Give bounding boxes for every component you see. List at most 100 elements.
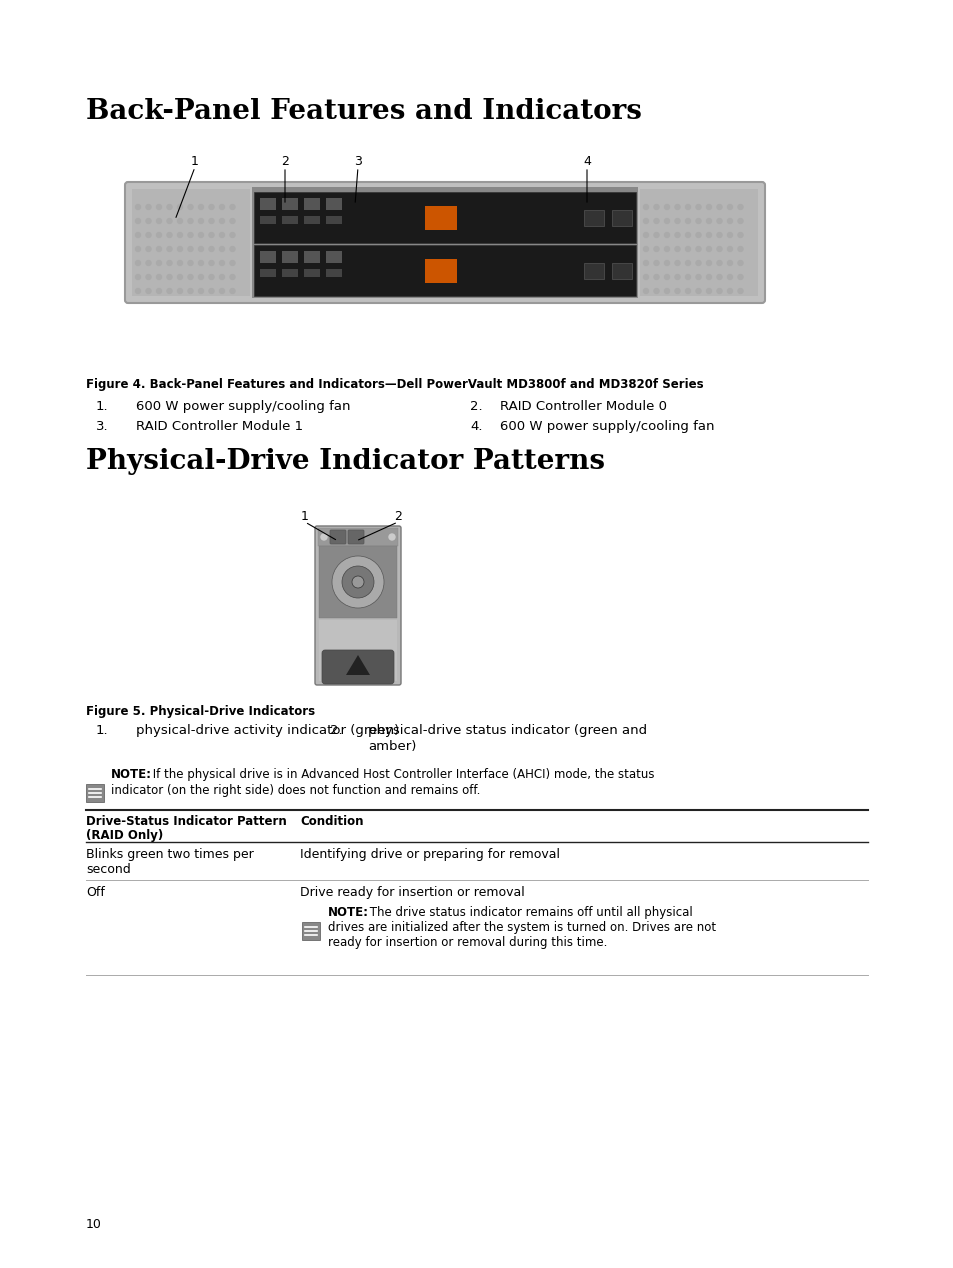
Circle shape	[146, 289, 151, 293]
Circle shape	[664, 246, 669, 251]
Circle shape	[188, 274, 193, 279]
Circle shape	[167, 246, 172, 251]
Circle shape	[209, 289, 213, 293]
FancyBboxPatch shape	[125, 183, 764, 303]
Circle shape	[643, 218, 648, 223]
Circle shape	[209, 260, 213, 265]
Circle shape	[643, 260, 648, 265]
Circle shape	[675, 260, 679, 265]
Circle shape	[717, 260, 721, 265]
Bar	[583, 262, 603, 279]
Circle shape	[643, 246, 648, 251]
Text: If the physical drive is in Advanced Host Controller Interface (AHCI) mode, the : If the physical drive is in Advanced Hos…	[149, 768, 654, 781]
Text: The drive status indicator remains off until all physical: The drive status indicator remains off u…	[366, 907, 692, 919]
Circle shape	[727, 289, 732, 293]
Bar	[304, 269, 319, 276]
Circle shape	[156, 289, 161, 293]
Circle shape	[717, 232, 721, 237]
Circle shape	[209, 232, 213, 237]
Circle shape	[219, 274, 224, 279]
Text: 2.: 2.	[330, 724, 342, 737]
Circle shape	[135, 218, 140, 223]
Circle shape	[643, 232, 648, 237]
Circle shape	[685, 232, 690, 237]
Circle shape	[654, 218, 659, 223]
Bar	[318, 547, 396, 618]
Text: Condition: Condition	[299, 815, 363, 828]
FancyBboxPatch shape	[330, 530, 346, 544]
Circle shape	[727, 246, 732, 251]
Circle shape	[738, 204, 742, 209]
Bar	[612, 210, 631, 226]
Circle shape	[209, 246, 213, 251]
Circle shape	[717, 289, 721, 293]
Circle shape	[706, 260, 711, 265]
Bar	[260, 269, 275, 276]
Bar	[326, 216, 341, 224]
Circle shape	[738, 246, 742, 251]
Text: 2.: 2.	[470, 399, 482, 413]
FancyBboxPatch shape	[348, 530, 364, 544]
Circle shape	[209, 218, 213, 223]
Circle shape	[135, 260, 140, 265]
Circle shape	[696, 232, 700, 237]
Circle shape	[156, 260, 161, 265]
Circle shape	[198, 246, 203, 251]
Text: Back-Panel Features and Indicators: Back-Panel Features and Indicators	[86, 98, 641, 126]
Text: 1: 1	[301, 510, 309, 522]
Circle shape	[135, 204, 140, 209]
Circle shape	[198, 260, 203, 265]
Circle shape	[230, 260, 234, 265]
Text: 3.: 3.	[96, 420, 109, 432]
Circle shape	[389, 534, 395, 540]
Text: Blinks green two times per: Blinks green two times per	[86, 848, 253, 861]
Circle shape	[177, 246, 182, 251]
Circle shape	[188, 232, 193, 237]
Circle shape	[654, 260, 659, 265]
Circle shape	[675, 289, 679, 293]
Text: Figure 5. Physical-Drive Indicators: Figure 5. Physical-Drive Indicators	[86, 705, 314, 718]
Circle shape	[685, 260, 690, 265]
Bar	[326, 269, 341, 276]
Circle shape	[675, 232, 679, 237]
Circle shape	[664, 232, 669, 237]
Text: (RAID Only): (RAID Only)	[86, 829, 163, 842]
Text: 4: 4	[582, 155, 590, 167]
Bar	[302, 922, 319, 940]
Circle shape	[706, 274, 711, 279]
Text: 10: 10	[86, 1219, 102, 1231]
Bar	[86, 784, 104, 801]
Text: ready for insertion or removal during this time.: ready for insertion or removal during th…	[328, 936, 607, 948]
Circle shape	[654, 246, 659, 251]
Text: 3: 3	[354, 155, 361, 167]
Circle shape	[706, 218, 711, 223]
Circle shape	[209, 204, 213, 209]
Circle shape	[146, 274, 151, 279]
Text: 600 W power supply/cooling fan: 600 W power supply/cooling fan	[136, 399, 350, 413]
Circle shape	[675, 204, 679, 209]
Text: 2: 2	[394, 510, 401, 522]
Circle shape	[685, 204, 690, 209]
Circle shape	[696, 274, 700, 279]
Circle shape	[209, 274, 213, 279]
Circle shape	[156, 232, 161, 237]
Bar	[282, 198, 297, 210]
Circle shape	[664, 289, 669, 293]
Circle shape	[352, 576, 364, 588]
Circle shape	[727, 232, 732, 237]
Circle shape	[156, 274, 161, 279]
Text: Drive ready for insertion or removal: Drive ready for insertion or removal	[299, 886, 524, 899]
Text: amber): amber)	[368, 741, 416, 753]
Bar	[260, 198, 275, 210]
Circle shape	[706, 246, 711, 251]
Bar	[317, 527, 397, 547]
Bar	[583, 210, 603, 226]
Polygon shape	[346, 656, 370, 675]
Text: Physical-Drive Indicator Patterns: Physical-Drive Indicator Patterns	[86, 448, 604, 476]
Circle shape	[706, 232, 711, 237]
Circle shape	[156, 246, 161, 251]
Circle shape	[167, 204, 172, 209]
Circle shape	[341, 566, 374, 598]
Circle shape	[675, 274, 679, 279]
FancyBboxPatch shape	[314, 526, 400, 685]
